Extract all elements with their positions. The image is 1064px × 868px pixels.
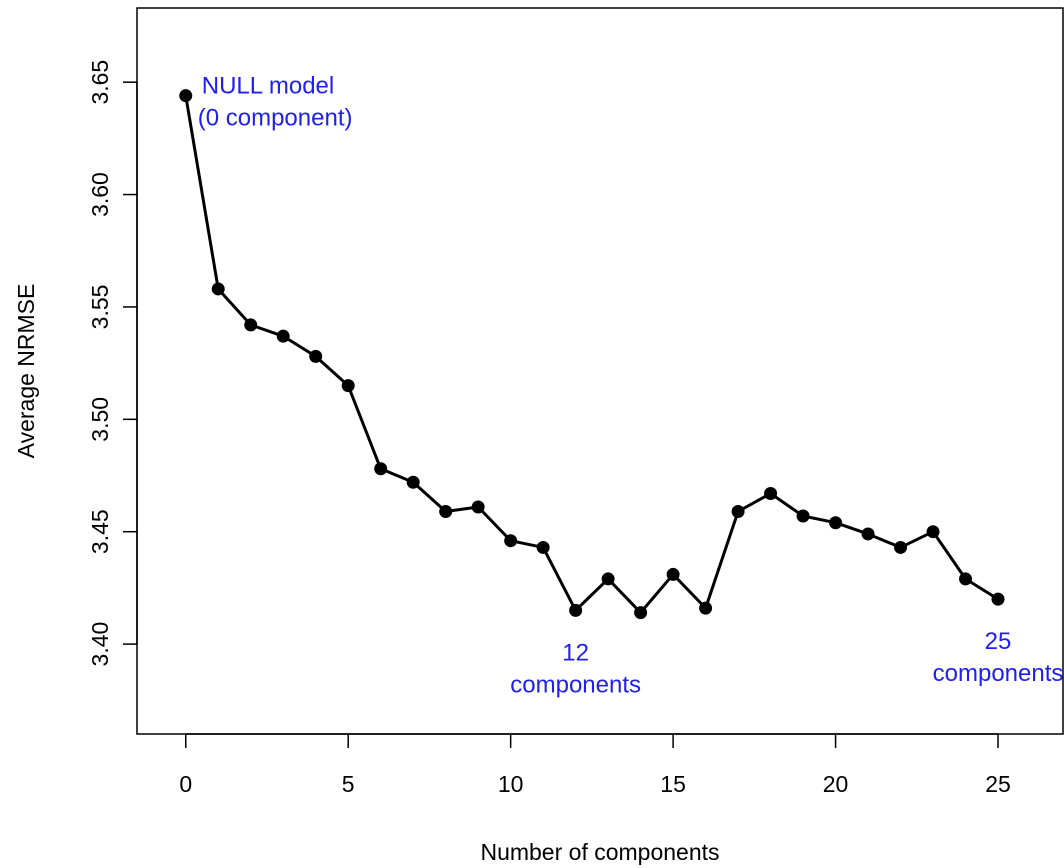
data-point [699,601,713,615]
x-tick-label: 10 [498,771,524,797]
x-tick-label: 20 [823,771,849,797]
data-point [276,329,290,343]
y-tick-label: 3.55 [87,285,113,330]
y-tick-label: 3.60 [87,172,113,217]
data-point [504,534,518,548]
data-point [959,572,973,586]
annotation-line: NULL model [202,73,335,100]
data-point [309,349,323,363]
series-line [184,95,999,615]
annotation-line: components [510,671,641,698]
data-point [471,500,485,514]
series [179,89,1005,620]
x-tick-label: 15 [660,771,686,797]
x-axis: 0 5 10 15 20 25 [179,733,1011,797]
data-point [764,486,778,500]
data-point [601,572,615,586]
x-tick-label: 25 [985,771,1011,797]
annotation-line: 25 [985,628,1012,655]
data-point [569,603,583,617]
data-point [731,504,745,518]
data-point [406,475,420,489]
x-tick-label: 5 [342,771,355,797]
data-point [666,567,680,581]
data-point [796,509,810,523]
y-tick-label: 3.40 [87,622,113,667]
annotation: 25 components [933,628,1064,687]
data-point [991,592,1005,606]
data-point [829,516,843,530]
data-point [439,504,453,518]
y-axis-label: Average NRMSE [13,284,39,459]
x-axis-label: Number of components [480,839,719,865]
data-point [894,540,908,554]
annotation-line: (0 component) [198,105,353,132]
annotation: 12 components [510,639,641,698]
y-tick-label: 3.45 [87,509,113,554]
data-point [926,525,940,539]
data-point [374,462,388,476]
annotations: NULL model (0 component) 12 components 25 com… [198,73,1064,699]
annotation: NULL model (0 component) [198,73,353,132]
data-point [179,89,193,103]
data-point [634,606,648,620]
data-point [211,282,225,296]
data-point [536,540,550,554]
x-tick-label: 0 [179,771,192,797]
data-point [341,379,355,393]
y-tick-label: 3.50 [87,397,113,442]
annotation-line: 12 [562,639,589,666]
data-point [861,527,875,541]
y-tick-label: 3.65 [87,60,113,105]
data-point [244,318,258,332]
y-axis: 3.40 3.45 3.50 3.55 3.60 3.65 [87,60,138,667]
annotation-line: components [933,660,1064,687]
